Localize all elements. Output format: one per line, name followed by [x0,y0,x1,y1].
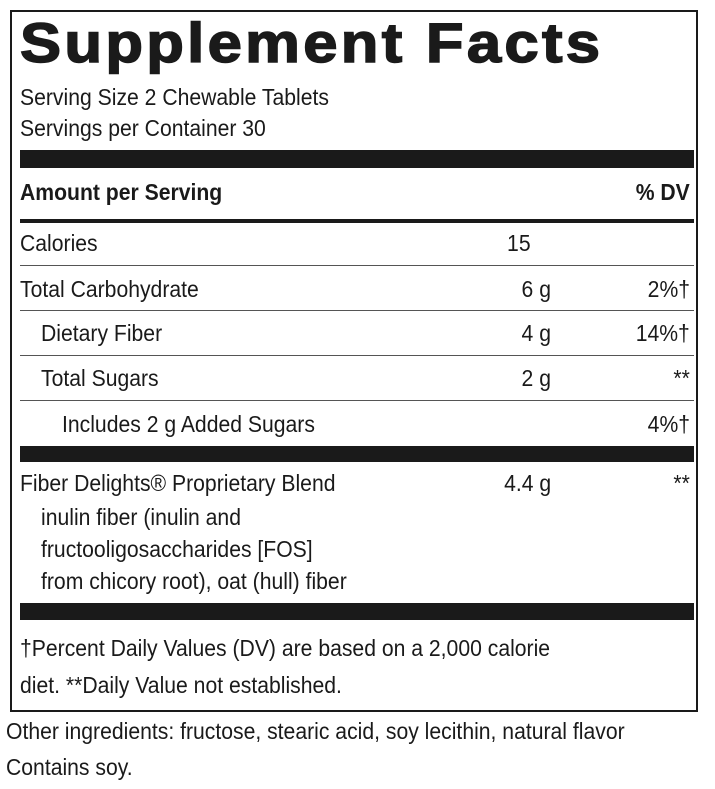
blend-name: Fiber Delights® Proprietary Blend [20,470,336,496]
blend-dv: ** [673,470,690,496]
row-name: Calories [20,230,98,256]
blend-amount: 4.4 g [503,470,551,496]
blend-description: fructooligosaccharides [FOS] [41,536,313,562]
blend-description: from chicory root), oat (hull) fiber [41,568,347,594]
row-dv: ** [673,365,690,391]
row-amount: 6 g [521,276,551,302]
thin-rule [20,310,694,311]
contains: Contains soy. [6,754,133,780]
footnote: †Percent Daily Values (DV) are based on … [20,635,551,661]
servings-per-container: Servings per Container 30 [20,115,266,141]
row-name: Total Carbohydrate [20,276,199,302]
other-ingredients: Other ingredients: fructose, stearic aci… [6,718,625,744]
thin-rule [20,400,694,401]
amount-header: Amount per Serving [20,179,223,205]
row-amount: 4 g [521,320,551,346]
label-border [10,10,698,712]
row-dv: 4%† [647,411,690,437]
footnote: diet. **Daily Value not established. [20,672,342,698]
thin-rule [20,355,694,356]
row-dv: 14%† [635,320,690,346]
thick-rule [20,150,694,168]
title: Supplement Facts [19,11,604,75]
medium-rule [20,219,694,223]
dv-header: % DV [635,179,690,205]
thick-rule [20,446,694,462]
serving-size: Serving Size 2 Chewable Tablets [20,84,329,110]
row-name: Dietary Fiber [41,320,163,346]
blend-description: inulin fiber (inulin and [41,504,241,530]
row-name: Total Sugars [41,365,159,391]
row-dv: 2%† [647,276,690,302]
thin-rule [20,265,694,266]
row-amount: 15 [507,230,531,256]
thick-rule [20,603,694,620]
row-name: Includes 2 g Added Sugars [62,411,315,437]
row-amount: 2 g [521,365,551,391]
